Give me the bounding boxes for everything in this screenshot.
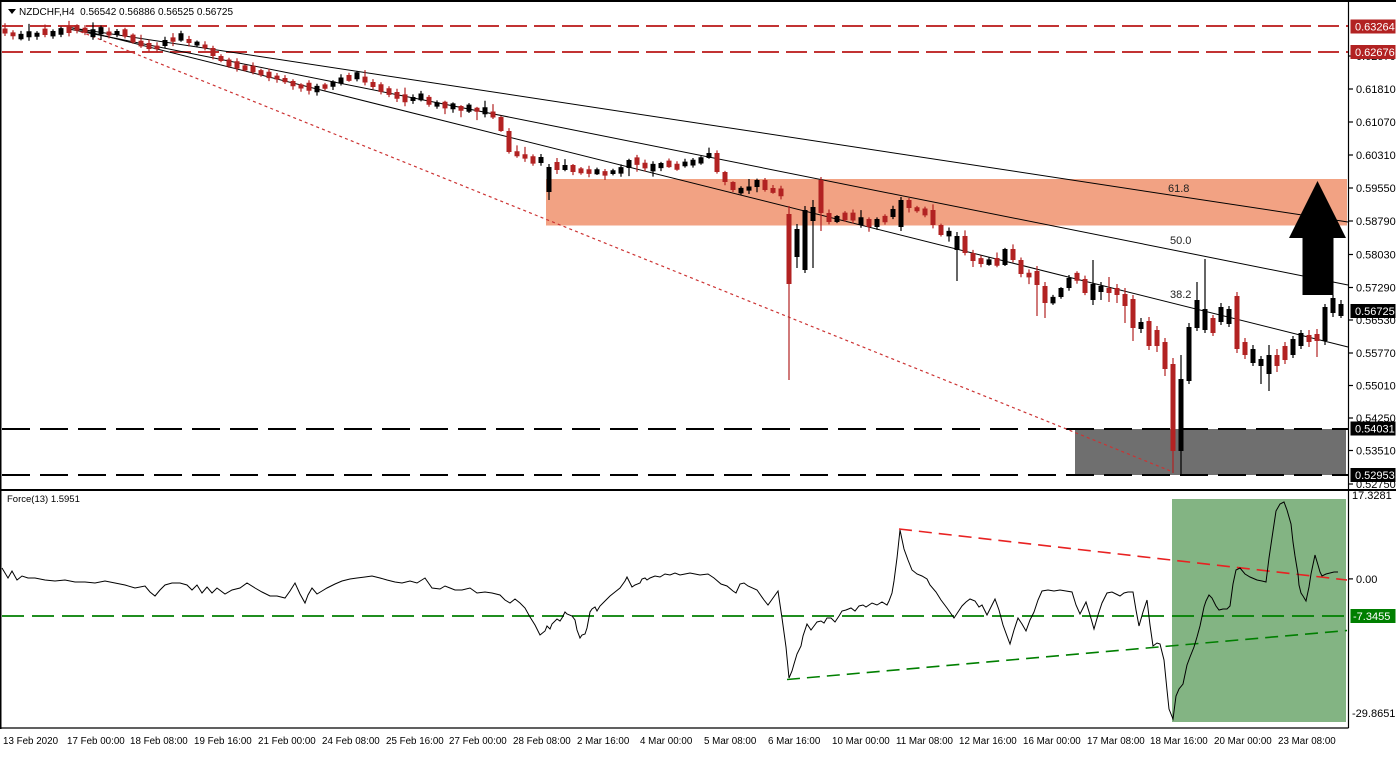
svg-text:0.54031: 0.54031 [1355,424,1395,436]
svg-text:0.61070: 0.61070 [1356,117,1396,129]
svg-text:-7.3455: -7.3455 [1353,611,1390,623]
svg-text:10 Mar 00:00: 10 Mar 00:00 [832,736,890,747]
svg-text:5 Mar 08:00: 5 Mar 08:00 [704,736,757,747]
svg-text:Force(13) 1.5951: Force(13) 1.5951 [7,494,80,505]
svg-text:24 Feb 08:00: 24 Feb 08:00 [322,736,380,747]
svg-text:16 Mar 00:00: 16 Mar 00:00 [1023,736,1081,747]
svg-text:0.53510: 0.53510 [1356,446,1396,458]
svg-text:17.3281: 17.3281 [1352,490,1392,502]
svg-text:17 Mar 08:00: 17 Mar 08:00 [1087,736,1145,747]
svg-text:NZDCHF,H4 0.56542 0.56886 0.5: NZDCHF,H4 0.56542 0.56886 0.56525 0.5672… [19,7,233,18]
svg-text:0.57290: 0.57290 [1356,283,1396,295]
svg-text:38.2: 38.2 [1170,289,1191,301]
svg-text:0.52953: 0.52953 [1355,470,1395,482]
svg-text:13 Feb 2020: 13 Feb 2020 [3,736,59,747]
svg-text:0.56725: 0.56725 [1355,306,1395,318]
svg-text:27 Feb 00:00: 27 Feb 00:00 [449,736,507,747]
svg-text:12 Mar 16:00: 12 Mar 16:00 [959,736,1017,747]
svg-text:0.62676: 0.62676 [1355,47,1395,59]
svg-text:20 Mar 00:00: 20 Mar 00:00 [1214,736,1272,747]
svg-text:17 Feb 00:00: 17 Feb 00:00 [67,736,125,747]
svg-text:25 Feb 16:00: 25 Feb 16:00 [386,736,444,747]
svg-text:0.61810: 0.61810 [1356,84,1396,96]
svg-text:50.0: 50.0 [1170,235,1191,247]
svg-text:23 Mar 08:00: 23 Mar 08:00 [1278,736,1336,747]
svg-text:6 Mar 16:00: 6 Mar 16:00 [768,736,821,747]
svg-text:18 Mar 16:00: 18 Mar 16:00 [1150,736,1208,747]
svg-text:0.58790: 0.58790 [1356,216,1396,228]
svg-text:4 Mar 00:00: 4 Mar 00:00 [640,736,693,747]
svg-text:-29.8651: -29.8651 [1352,708,1395,720]
svg-text:2 Mar 16:00: 2 Mar 16:00 [577,736,630,747]
svg-text:0.60310: 0.60310 [1356,150,1396,162]
svg-text:0.55770: 0.55770 [1356,348,1396,360]
svg-text:0.59550: 0.59550 [1356,183,1396,195]
svg-text:21 Feb 00:00: 21 Feb 00:00 [258,736,316,747]
svg-text:0.00: 0.00 [1356,574,1377,586]
svg-text:61.8: 61.8 [1168,183,1189,195]
svg-text:18 Feb 08:00: 18 Feb 08:00 [130,736,188,747]
svg-text:28 Feb 08:00: 28 Feb 08:00 [513,736,571,747]
svg-text:0.58030: 0.58030 [1356,250,1396,262]
svg-text:0.55010: 0.55010 [1356,381,1396,393]
svg-text:19 Feb 16:00: 19 Feb 16:00 [194,736,252,747]
svg-text:0.63264: 0.63264 [1355,22,1395,34]
svg-text:11 Mar 08:00: 11 Mar 08:00 [896,736,954,747]
